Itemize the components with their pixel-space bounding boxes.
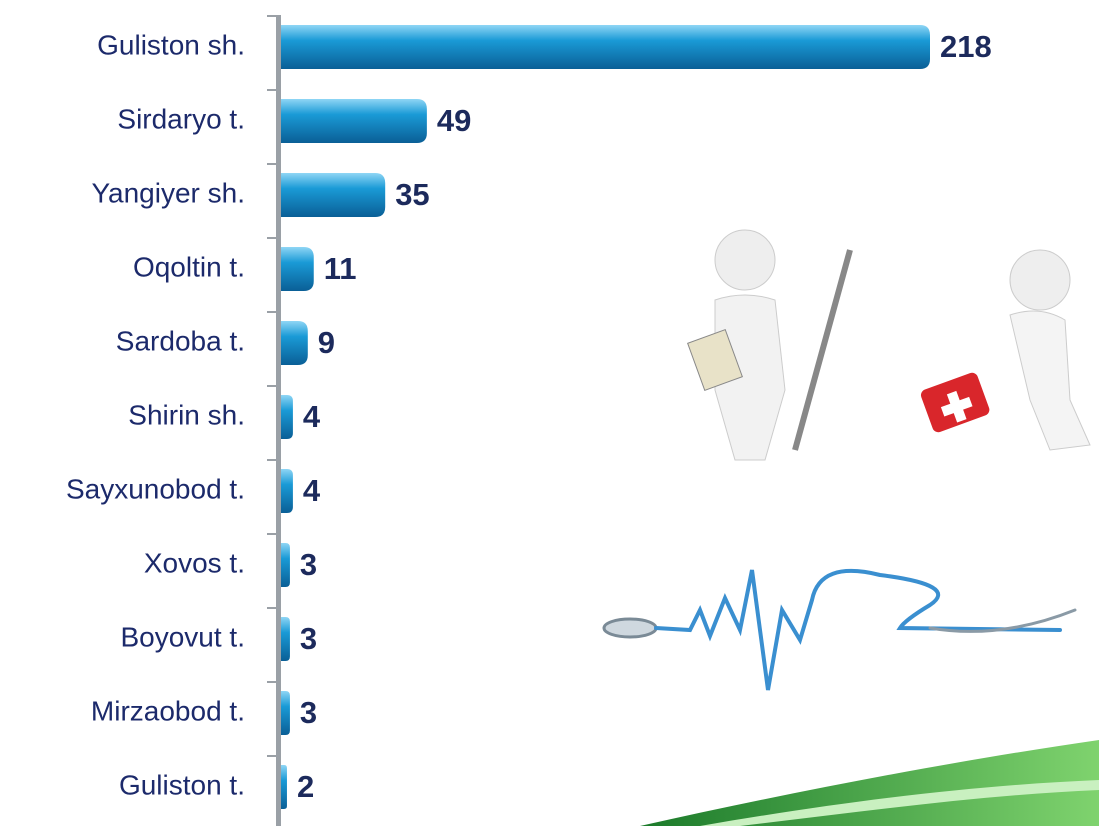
category-label: Sayxunobod t. <box>66 473 245 504</box>
value-label: 9 <box>318 325 335 360</box>
bar <box>281 617 290 661</box>
value-label: 4 <box>303 399 321 434</box>
value-label: 2 <box>297 769 314 804</box>
value-label: 49 <box>437 103 471 138</box>
bar <box>281 765 287 809</box>
axis-line <box>276 15 281 826</box>
category-label: Boyovut t. <box>120 621 245 652</box>
bar <box>281 469 293 513</box>
category-label: Sardoba t. <box>116 325 245 356</box>
value-label: 35 <box>395 177 429 212</box>
category-label: Mirzaobod t. <box>91 695 245 726</box>
category-label: Oqoltin t. <box>133 251 245 282</box>
bar <box>281 25 930 69</box>
bar <box>281 173 386 217</box>
value-label: 218 <box>940 29 992 64</box>
decor-swoosh-light <box>700 780 1099 826</box>
category-label: Sirdaryo t. <box>117 103 245 134</box>
category-label: Guliston sh. <box>97 29 245 60</box>
category-label: Xovos t. <box>144 547 245 578</box>
bar <box>281 691 290 735</box>
category-label: Guliston t. <box>119 769 245 800</box>
bar <box>281 321 308 365</box>
bar <box>281 543 290 587</box>
decor-heartbeat <box>602 568 1077 691</box>
value-label: 3 <box>300 695 317 730</box>
bar <box>281 99 427 143</box>
decor-doctor <box>687 229 853 461</box>
decor-swoosh <box>640 740 1099 826</box>
category-label: Shirin sh. <box>128 399 245 430</box>
value-label: 11 <box>324 251 357 286</box>
value-label: 3 <box>300 621 317 656</box>
category-label: Yangiyer sh. <box>91 177 245 208</box>
decor-runner <box>920 249 1091 451</box>
bar <box>281 395 293 439</box>
bar <box>281 247 314 291</box>
value-label: 3 <box>300 547 317 582</box>
value-label: 4 <box>303 473 321 508</box>
